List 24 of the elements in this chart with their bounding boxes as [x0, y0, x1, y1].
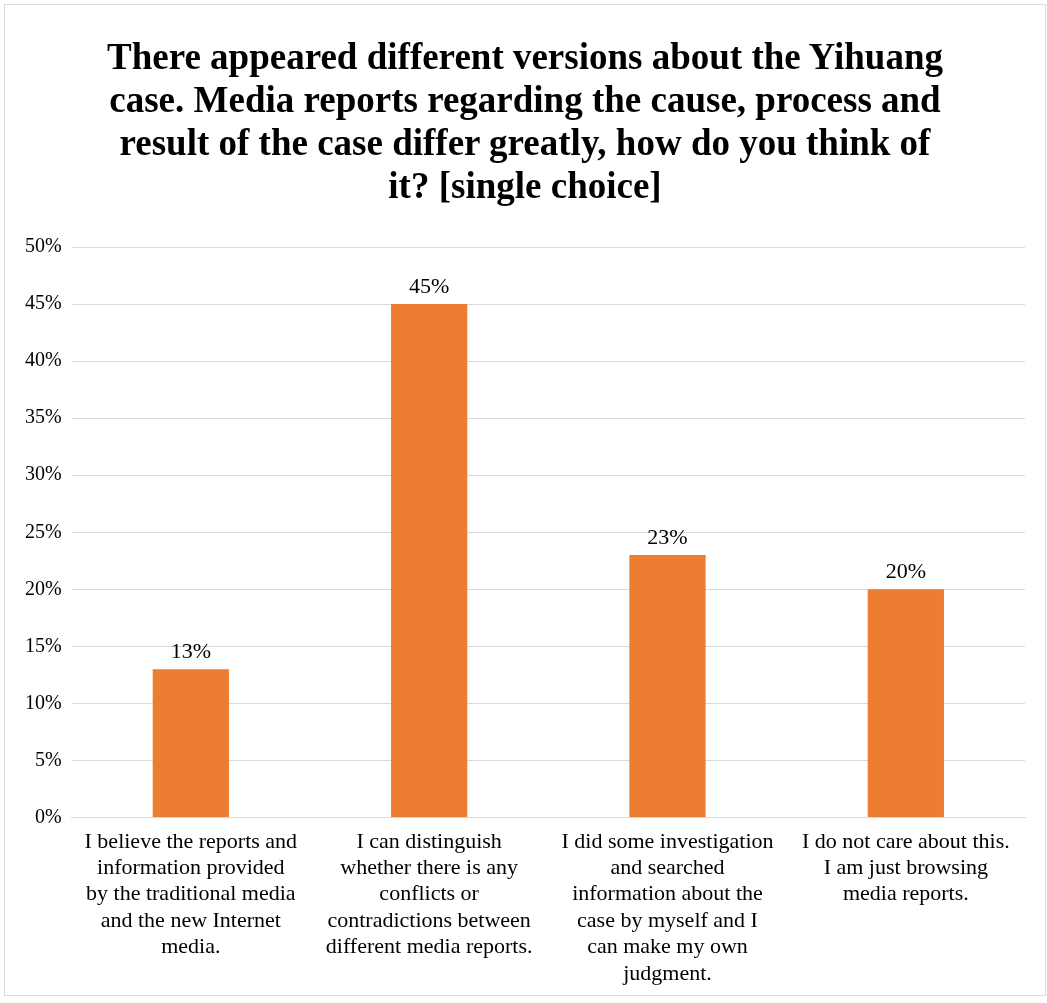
- y-tick-label: 25%: [24, 519, 62, 542]
- y-tick-label: 20%: [24, 576, 62, 599]
- y-tick-label: 0%: [34, 804, 62, 827]
- data-label: 13%: [170, 638, 211, 664]
- y-tick-label: 30%: [24, 462, 62, 485]
- x-tick-label: I do not care about this. I am just browsing media reports.: [801, 827, 1010, 906]
- chart-title: There appeared different versions about the Yihuang case. Media reports regarding the cause, process and result of the case differ greatly, how do you think of it? [single choice]: [106, 35, 944, 208]
- bar: [152, 669, 229, 818]
- data-label: 23%: [647, 523, 688, 549]
- bar: [867, 589, 944, 818]
- bar: [391, 304, 468, 818]
- x-tick-label: I did some investigation and searched information about the case by myself and I can make my own judgment.: [561, 827, 774, 985]
- y-tick-label: 5%: [34, 747, 62, 770]
- y-tick-label: 40%: [24, 348, 62, 371]
- y-tick-label: 45%: [24, 291, 62, 314]
- y-tick-label: 35%: [24, 405, 62, 428]
- data-label: 20%: [885, 558, 926, 584]
- y-tick-label: 10%: [24, 690, 62, 713]
- data-label: 45%: [409, 272, 450, 298]
- x-tick-label: I believe the reports and information provided by the traditional media and the new Internet media.: [84, 827, 298, 959]
- y-tick-label: 50%: [24, 234, 62, 257]
- bar: [629, 555, 706, 818]
- x-tick-label: I can distinguish whether there is any conflicts or contradictions between different media reports.: [325, 827, 533, 959]
- y-tick-label: 15%: [24, 633, 62, 656]
